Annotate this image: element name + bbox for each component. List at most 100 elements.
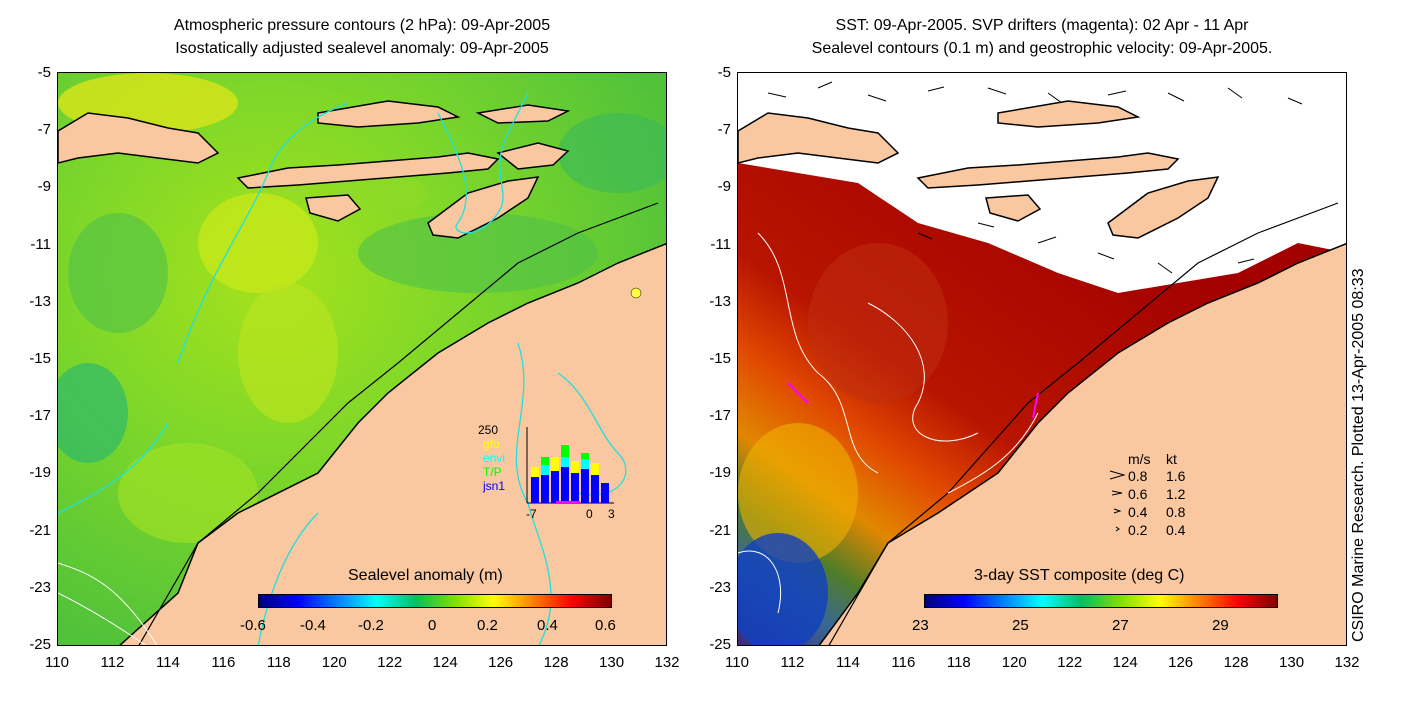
left-lon-tick: 120 bbox=[321, 654, 347, 671]
left-cb-tick-3: 0 bbox=[428, 617, 437, 634]
left-colorbar-title: Sealevel anomaly (m) bbox=[348, 567, 503, 584]
histogram-xtick-max: 3 bbox=[608, 507, 615, 521]
left-title-line2: Isostatically adjusted sealevel anomaly:… bbox=[175, 40, 549, 57]
left-lat-tick: -25 bbox=[29, 636, 51, 653]
left-colorbar bbox=[258, 594, 612, 608]
left-lon-tick: 126 bbox=[488, 654, 514, 671]
left-cb-tick-1: -0.4 bbox=[300, 617, 326, 634]
left-lon-tick: 110 bbox=[45, 654, 69, 671]
left-lon-tick: 132 bbox=[654, 654, 680, 671]
right-lon-tick: 128 bbox=[1223, 654, 1249, 671]
right-lon-tick: 132 bbox=[1334, 654, 1360, 671]
velocity-legend: m/s kt 0.8 1.6 0.6 1.2 0.4 0.8 0.2 0.4 bbox=[1108, 451, 1228, 541]
left-lon-tick: 128 bbox=[543, 654, 569, 671]
right-cb-tick-2: 27 bbox=[1112, 617, 1129, 634]
right-lon-tick: 118 bbox=[946, 654, 971, 671]
right-colorbar-title: 3-day SST composite (deg C) bbox=[974, 567, 1185, 584]
velocity-legend-arrows bbox=[1109, 470, 1126, 532]
velocity-legend-header-kt: kt bbox=[1166, 451, 1177, 467]
right-title-line1: SST: 09-Apr-2005. SVP drifters (magenta)… bbox=[835, 17, 1249, 34]
right-lon-tick: 122 bbox=[1057, 654, 1083, 671]
histogram-stack-3 bbox=[551, 457, 559, 503]
left-cb-tick-0: -0.6 bbox=[240, 617, 266, 634]
left-lon-tick: 112 bbox=[100, 654, 125, 671]
right-lat-tick: -13 bbox=[709, 292, 731, 310]
left-lon-tick: 122 bbox=[377, 654, 403, 671]
left-lat-tick: -23 bbox=[29, 578, 51, 596]
histogram-xtick-zero: 0 bbox=[586, 507, 593, 521]
velocity-legend-row-2-ms: 0.6 bbox=[1128, 486, 1148, 502]
left-cb-tick-5: 0.4 bbox=[537, 617, 558, 634]
left-lat-tick: -19 bbox=[29, 464, 51, 482]
histogram-stack-7 bbox=[591, 463, 599, 503]
right-lon-tick: 110 bbox=[725, 654, 749, 671]
left-lat-tick: -13 bbox=[29, 292, 51, 310]
left-cb-tick-6: 0.6 bbox=[595, 617, 616, 634]
histogram-stack-8 bbox=[601, 483, 609, 503]
right-lat-tick: -11 bbox=[710, 235, 731, 253]
right-lat-tick: -23 bbox=[709, 578, 731, 596]
right-title-line2: Sealevel contours (0.1 m) and geostrophi… bbox=[811, 40, 1273, 57]
credit-text: CSIRO Marine Research. Plotted 13-Apr-20… bbox=[1350, 268, 1367, 642]
velocity-legend-row-1-kt: 1.6 bbox=[1166, 468, 1186, 484]
left-lat-tick: -21 bbox=[29, 521, 51, 539]
right-lat-tick: -7 bbox=[717, 121, 731, 139]
left-title-line1: Atmospheric pressure contours (2 hPa): 0… bbox=[173, 17, 551, 34]
right-lat-tick: -19 bbox=[709, 464, 731, 482]
left-cb-tick-2: -0.2 bbox=[358, 617, 384, 634]
velocity-arrows bbox=[767, 81, 1303, 274]
right-cb-tick-0: 23 bbox=[912, 617, 929, 634]
left-lat-tick: -5 bbox=[37, 64, 51, 81]
right-colorbar bbox=[924, 594, 1278, 608]
sst-map-svg bbox=[738, 73, 1346, 645]
right-lat-tick: -17 bbox=[709, 407, 731, 425]
left-lon-tick: 114 bbox=[155, 654, 180, 671]
right-lon-tick: 112 bbox=[780, 654, 805, 671]
left-lon-tick: 124 bbox=[432, 654, 458, 671]
right-lat-tick: -9 bbox=[717, 178, 731, 196]
velocity-legend-row-4-kt: 0.4 bbox=[1166, 522, 1186, 538]
left-lon-tick: 116 bbox=[211, 654, 236, 671]
histogram-legend-tp: T/P bbox=[483, 465, 502, 479]
velocity-legend-header-ms: m/s bbox=[1128, 451, 1151, 467]
right-lon-tick: 124 bbox=[1112, 654, 1138, 671]
velocity-legend-row-4-ms: 0.2 bbox=[1128, 522, 1148, 538]
histogram-xtick-min: -7 bbox=[526, 507, 537, 521]
sealevel-map-svg bbox=[58, 73, 666, 645]
right-lat-tick: -5 bbox=[717, 64, 731, 81]
left-lat-tick: -17 bbox=[29, 407, 51, 425]
velocity-legend-row-3-ms: 0.4 bbox=[1128, 504, 1148, 520]
sealevel-anomaly-map: 250 gfo envi T/P jsn1 -7 0 3 Sealevel an… bbox=[57, 72, 667, 646]
right-cb-tick-3: 29 bbox=[1212, 617, 1229, 634]
velocity-legend-row-1-ms: 0.8 bbox=[1128, 468, 1148, 484]
left-lat-tick: -7 bbox=[37, 121, 51, 139]
left-lon-tick: 130 bbox=[599, 654, 625, 671]
histogram-stack-6 bbox=[581, 453, 589, 503]
velocity-legend-row-3-kt: 0.8 bbox=[1166, 504, 1186, 520]
histogram-stack-5 bbox=[571, 461, 579, 503]
right-lon-tick: 130 bbox=[1279, 654, 1305, 671]
histogram-stack-1 bbox=[531, 467, 539, 503]
left-lat-tick: -9 bbox=[37, 178, 51, 196]
histogram-stack-4 bbox=[561, 445, 569, 503]
sst-map: m/s kt 0.8 1.6 0.6 1.2 0.4 0.8 0.2 0.4 3… bbox=[737, 72, 1347, 646]
histogram-bars bbox=[526, 427, 614, 504]
velocity-legend-row-2-kt: 1.2 bbox=[1166, 486, 1186, 502]
left-cb-tick-4: 0.2 bbox=[477, 617, 498, 634]
right-cb-tick-1: 25 bbox=[1012, 617, 1029, 634]
left-lat-tick: -15 bbox=[29, 350, 51, 367]
right-lat-tick: -21 bbox=[709, 521, 731, 539]
left-lon-tick: 118 bbox=[266, 654, 291, 671]
left-lat-tick: -11 bbox=[30, 235, 51, 253]
right-lon-tick: 126 bbox=[1168, 654, 1194, 671]
histogram-ymax: 250 bbox=[478, 423, 499, 437]
histogram-stack-2 bbox=[541, 457, 549, 503]
right-lon-tick: 116 bbox=[891, 654, 916, 671]
histogram-legend-envi: envi bbox=[483, 451, 506, 465]
right-lat-tick: -15 bbox=[709, 350, 731, 367]
altimeter-histogram: 250 gfo envi T/P jsn1 -7 0 3 bbox=[478, 423, 618, 533]
histogram-legend-jsn1: jsn1 bbox=[483, 479, 506, 493]
histogram-legend-gfo: gfo bbox=[483, 437, 500, 451]
right-lon-tick: 114 bbox=[835, 654, 860, 671]
right-lat-tick: -25 bbox=[709, 636, 731, 653]
